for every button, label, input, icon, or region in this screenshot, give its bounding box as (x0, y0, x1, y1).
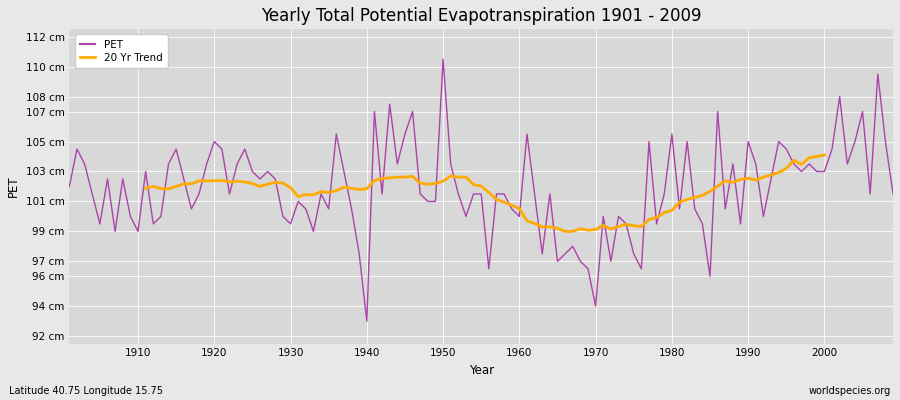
Text: Latitude 40.75 Longitude 15.75: Latitude 40.75 Longitude 15.75 (9, 386, 163, 396)
X-axis label: Year: Year (469, 364, 494, 377)
Text: worldspecies.org: worldspecies.org (809, 386, 891, 396)
Y-axis label: PET: PET (7, 176, 20, 197)
Title: Yearly Total Potential Evapotranspiration 1901 - 2009: Yearly Total Potential Evapotranspiratio… (261, 7, 701, 25)
Legend: PET, 20 Yr Trend: PET, 20 Yr Trend (75, 34, 167, 68)
